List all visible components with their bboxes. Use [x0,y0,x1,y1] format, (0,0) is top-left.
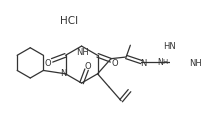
Text: HN: HN [163,41,176,50]
Text: N: N [157,57,163,66]
Text: NH: NH [76,47,89,56]
Text: O: O [45,58,51,67]
Text: H: H [162,59,167,65]
Text: N: N [141,59,147,68]
Text: O: O [112,58,119,67]
Text: O: O [85,61,92,70]
Text: HCl: HCl [60,16,78,26]
Text: N: N [60,68,66,77]
Text: NH₂: NH₂ [189,58,202,67]
